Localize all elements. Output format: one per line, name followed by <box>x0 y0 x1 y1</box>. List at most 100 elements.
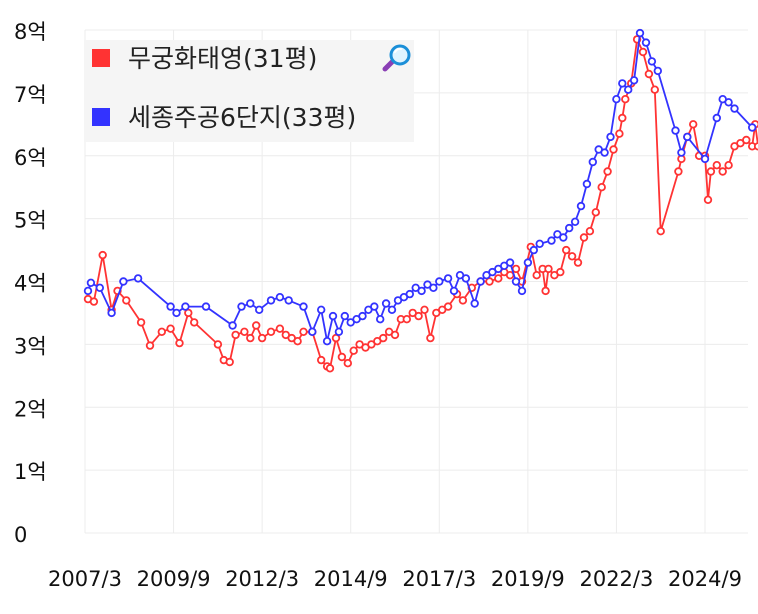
data-point[interactable] <box>86 278 96 287</box>
data-point[interactable] <box>461 274 471 283</box>
data-point[interactable] <box>476 277 485 286</box>
data-point[interactable] <box>505 258 515 267</box>
data-point[interactable] <box>618 79 627 88</box>
data-point[interactable] <box>470 299 479 308</box>
data-point[interactable] <box>231 330 240 340</box>
data-point[interactable] <box>706 167 716 176</box>
data-point[interactable] <box>547 236 556 245</box>
data-point[interactable] <box>585 226 595 236</box>
data-point[interactable] <box>656 226 665 236</box>
data-point[interactable] <box>83 286 93 296</box>
data-point[interactable] <box>624 85 633 94</box>
data-point[interactable] <box>246 299 255 308</box>
data-point[interactable] <box>582 179 592 189</box>
data-point[interactable] <box>107 308 116 318</box>
data-point[interactable] <box>381 299 391 308</box>
data-point[interactable] <box>405 289 414 299</box>
legend-item-series-2[interactable]: 세종주공6단지(33평) <box>92 103 356 132</box>
data-point[interactable] <box>591 208 600 217</box>
data-point[interactable] <box>635 28 645 38</box>
data-point[interactable] <box>588 157 597 167</box>
data-point[interactable] <box>576 201 586 211</box>
data-point[interactable] <box>136 318 146 327</box>
data-point[interactable] <box>275 293 285 302</box>
data-point[interactable] <box>494 274 503 283</box>
data-point[interactable] <box>175 338 184 348</box>
data-point[interactable] <box>317 355 326 365</box>
data-point[interactable] <box>677 148 686 157</box>
data-point[interactable] <box>284 296 293 305</box>
data-point[interactable] <box>703 195 713 204</box>
data-point[interactable] <box>414 311 423 321</box>
data-point[interactable] <box>172 308 181 318</box>
data-point[interactable] <box>618 113 627 123</box>
data-point[interactable] <box>612 94 621 104</box>
data-point[interactable] <box>266 296 276 305</box>
data-point[interactable] <box>166 302 175 311</box>
data-point[interactable] <box>570 217 580 226</box>
data-point[interactable] <box>458 296 468 305</box>
data-point[interactable] <box>565 223 574 233</box>
data-point[interactable] <box>529 245 538 255</box>
data-point[interactable] <box>615 129 624 138</box>
data-point[interactable] <box>343 359 352 368</box>
data-point[interactable] <box>325 364 335 373</box>
data-point[interactable] <box>266 327 276 336</box>
data-point[interactable] <box>402 315 411 324</box>
data-point[interactable] <box>629 76 639 85</box>
magnifier-icon[interactable] <box>382 44 411 72</box>
data-point[interactable] <box>621 94 630 104</box>
data-point[interactable] <box>145 341 155 350</box>
data-point[interactable] <box>730 104 739 113</box>
data-point[interactable] <box>603 167 612 176</box>
data-point[interactable] <box>252 321 261 330</box>
data-point[interactable] <box>322 337 332 346</box>
data-point[interactable] <box>700 154 710 164</box>
data-point[interactable] <box>157 327 166 336</box>
data-point[interactable] <box>426 333 435 343</box>
data-point[interactable] <box>535 239 544 248</box>
data-point[interactable] <box>340 311 349 321</box>
data-point[interactable] <box>674 167 683 176</box>
data-point[interactable] <box>240 327 249 336</box>
data-point[interactable] <box>275 324 285 333</box>
data-point[interactable] <box>573 258 583 267</box>
data-point[interactable] <box>379 333 388 343</box>
data-point[interactable] <box>443 302 453 311</box>
data-point[interactable] <box>644 69 654 79</box>
data-point[interactable] <box>349 346 358 355</box>
data-point[interactable] <box>119 277 128 286</box>
data-point[interactable] <box>556 267 565 277</box>
data-point[interactable] <box>606 132 615 142</box>
data-point[interactable] <box>541 286 550 296</box>
data-point[interactable] <box>225 357 234 367</box>
data-point[interactable] <box>641 38 651 47</box>
data-point[interactable] <box>328 311 338 321</box>
data-point[interactable] <box>742 135 751 145</box>
data-point[interactable] <box>334 327 344 336</box>
data-point[interactable] <box>293 337 302 346</box>
data-point[interactable] <box>213 340 223 349</box>
data-point[interactable] <box>317 305 326 314</box>
data-point[interactable] <box>435 277 444 286</box>
data-point[interactable] <box>712 113 721 123</box>
data-point[interactable] <box>95 283 104 292</box>
data-point[interactable] <box>597 182 606 192</box>
data-point[interactable] <box>166 324 175 333</box>
data-point[interactable] <box>718 167 727 176</box>
data-point[interactable] <box>420 305 429 314</box>
data-point[interactable] <box>724 98 733 107</box>
legend-item-series-1[interactable]: 무궁화태영(31평) <box>92 44 317 73</box>
data-point[interactable] <box>517 286 527 296</box>
data-point[interactable] <box>511 277 521 286</box>
data-point[interactable] <box>683 132 692 142</box>
data-point[interactable] <box>299 302 308 311</box>
data-point[interactable] <box>544 264 553 274</box>
data-point[interactable] <box>748 123 757 132</box>
data-point[interactable] <box>449 286 459 296</box>
data-point[interactable] <box>133 274 143 283</box>
data-point[interactable] <box>443 274 453 283</box>
data-point[interactable] <box>653 66 662 76</box>
data-point[interactable] <box>562 245 571 255</box>
data-point[interactable] <box>485 277 494 286</box>
